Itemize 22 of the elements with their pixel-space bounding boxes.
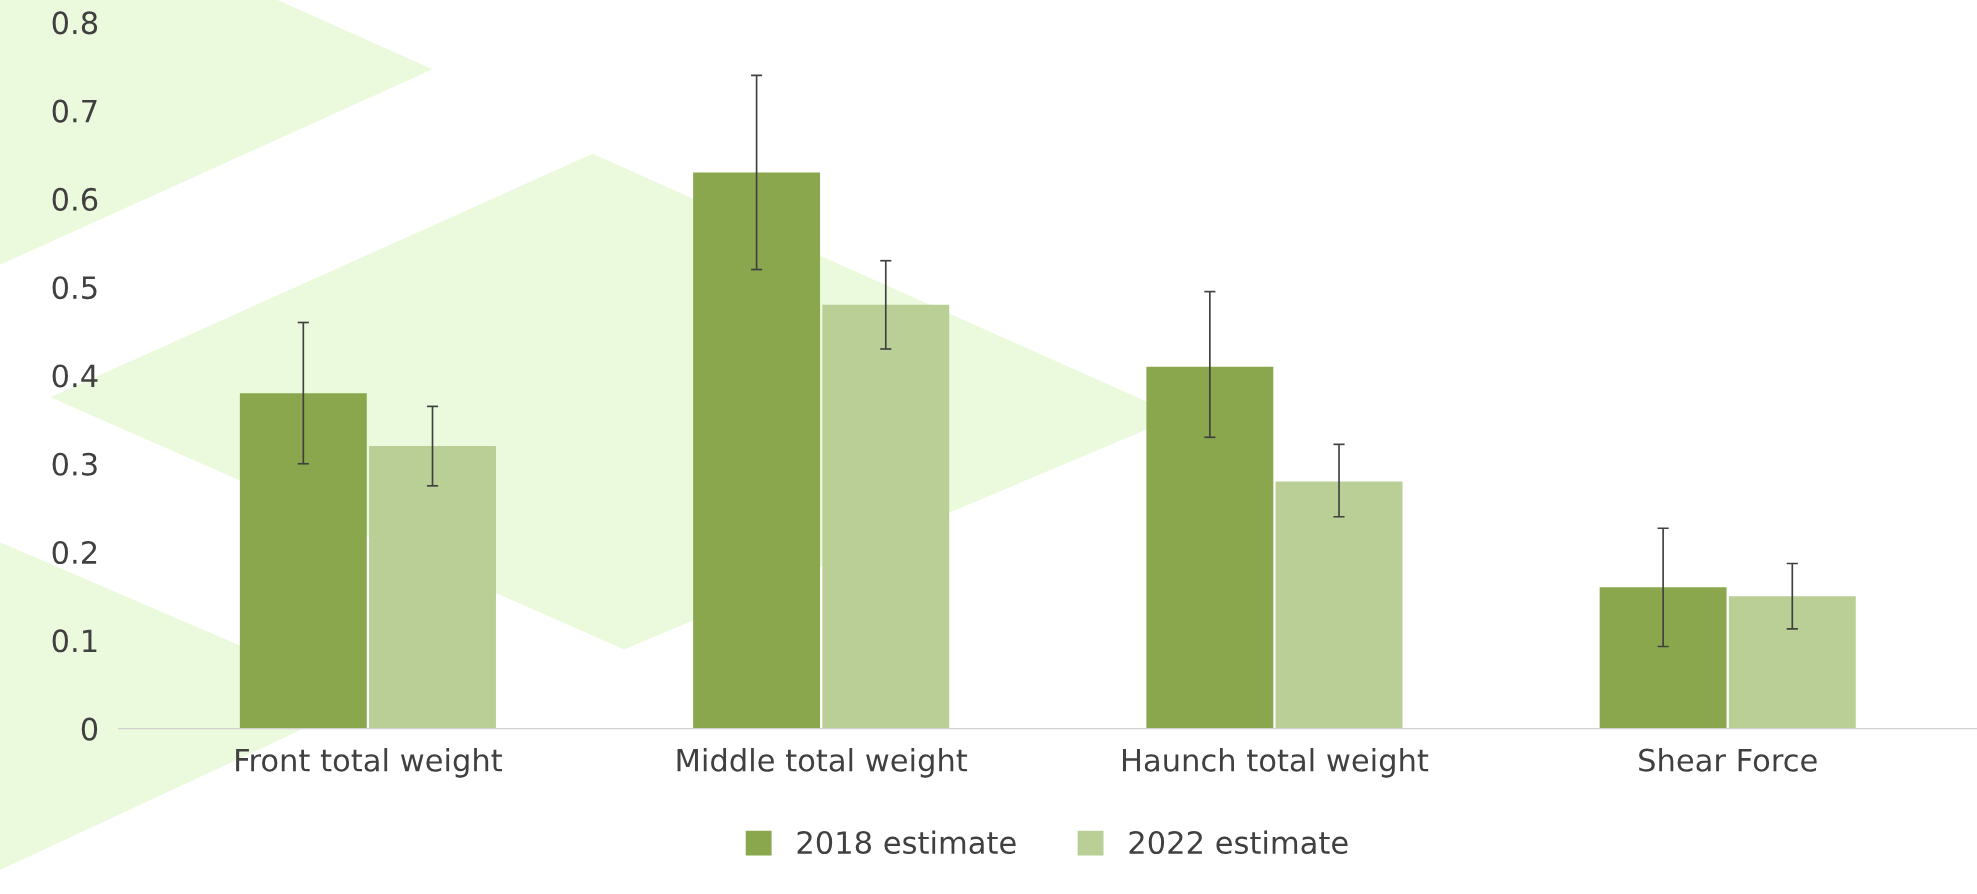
x-tick-label: Front total weight bbox=[236, 748, 502, 778]
y-tick-label: 0.3 bbox=[52, 452, 97, 476]
y-tick-label: 0.7 bbox=[52, 99, 97, 123]
y-tick-label: 0.6 bbox=[52, 187, 98, 211]
x-tick-label: Haunch total weight bbox=[1122, 748, 1429, 778]
x-tick-label: Shear Force bbox=[1639, 748, 1817, 772]
y-tick-label: 0.4 bbox=[52, 364, 98, 388]
legend-label: 2022 estimate bbox=[1129, 830, 1348, 855]
y-tick-label: 0.5 bbox=[52, 276, 97, 300]
y-tick-label: 0 bbox=[81, 717, 98, 741]
bar bbox=[1599, 587, 1727, 729]
legend-label: 2018 estimate bbox=[797, 830, 1016, 855]
y-tick-label: 0.1 bbox=[52, 629, 97, 653]
bar bbox=[822, 304, 950, 729]
y-tick-label: 0.2 bbox=[52, 540, 97, 565]
bar bbox=[369, 446, 496, 729]
y-tick-label: 0.8 bbox=[52, 11, 98, 35]
bar bbox=[693, 172, 821, 729]
x-tick-label: Middle total weight bbox=[677, 748, 968, 778]
bar bbox=[1275, 481, 1403, 729]
bar bbox=[1728, 596, 1856, 729]
bar bbox=[1146, 366, 1274, 729]
